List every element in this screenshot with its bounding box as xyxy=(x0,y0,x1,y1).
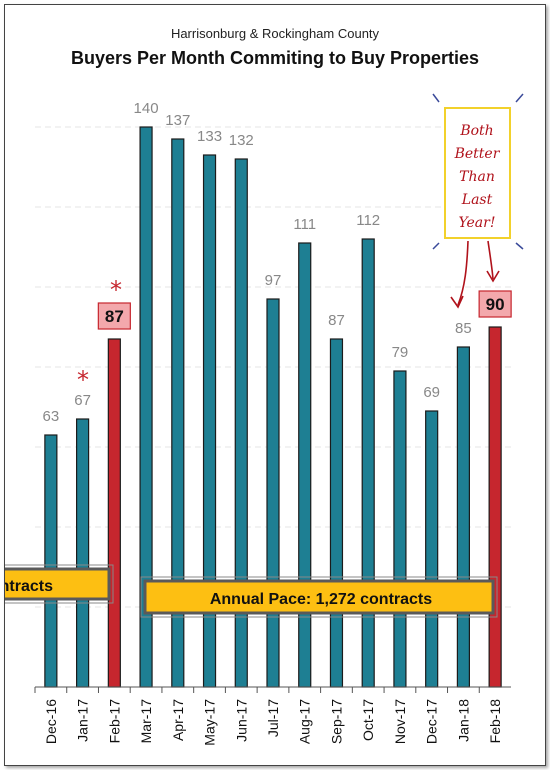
value-label-box xyxy=(97,302,131,330)
value-label: 85 xyxy=(455,320,472,337)
value-label: 112 xyxy=(356,212,380,229)
annual-pace-box-left: ntracts xyxy=(5,564,114,604)
note-line-5: Year! xyxy=(459,215,496,231)
x-tick-label: Jul-17 xyxy=(265,699,281,737)
note-arrow-1 xyxy=(457,240,469,306)
asterisk-annotation-2: * xyxy=(110,276,122,304)
bar-jan-17 xyxy=(75,418,90,688)
value-label-box xyxy=(478,290,512,318)
x-tick-label: May-17 xyxy=(202,699,218,746)
bars xyxy=(44,126,502,688)
asterisk-annotation-1: * xyxy=(77,366,89,394)
value-label: 79 xyxy=(392,344,409,361)
x-tick-label: Nov-17 xyxy=(392,699,408,744)
value-label: 97 xyxy=(265,272,282,289)
annual-pace-right-text: Annual Pace: 1,272 contracts xyxy=(210,591,432,608)
x-tick-label: Jun-17 xyxy=(233,699,249,742)
value-label: 87 xyxy=(328,312,345,329)
x-tick-label: Oct-17 xyxy=(360,699,376,741)
chart-frame: Harrisonburg & Rockingham County Buyers … xyxy=(4,4,546,766)
note-line-4: Last xyxy=(461,192,493,208)
note-line-1: Both xyxy=(459,123,493,139)
value-label: 111 xyxy=(293,216,316,233)
bar-aug-17 xyxy=(298,242,312,688)
value-labels: 63 67 87 140 137 133 132 97 111 87 112 79 69 85 90 xyxy=(43,100,512,425)
x-tick-label: Apr-17 xyxy=(170,699,186,741)
bar-feb-17 xyxy=(107,338,121,688)
note-line-3: Than xyxy=(459,169,495,185)
x-tick-label: Dec-16 xyxy=(43,699,59,744)
annual-pace-left-text: ntracts xyxy=(5,578,53,595)
annual-pace-box-right: Annual Pace: 1,272 contracts xyxy=(140,576,498,618)
value-label: 87 xyxy=(105,307,124,326)
x-tick-label: Feb-17 xyxy=(106,699,122,744)
note-arrow-2 xyxy=(487,240,494,280)
x-tick-label: Mar-17 xyxy=(138,699,154,744)
x-tick-label: Feb-18 xyxy=(487,699,503,744)
x-tick-label: Sep-17 xyxy=(328,699,344,744)
bar-feb-18 xyxy=(488,326,502,688)
value-label: 140 xyxy=(134,100,159,117)
bar-jan-18 xyxy=(456,346,470,688)
x-tick-label: Jan-18 xyxy=(455,699,471,742)
bar-dec-17 xyxy=(425,410,439,688)
value-label: 137 xyxy=(165,112,190,129)
value-label: 132 xyxy=(229,132,254,149)
x-tick-label: Dec-17 xyxy=(424,699,440,744)
value-label: 63 xyxy=(43,408,60,425)
chart-subtitle: Harrisonburg & Rockingham County xyxy=(171,26,380,41)
value-label: 67 xyxy=(74,392,91,409)
value-label: 90 xyxy=(486,295,505,314)
value-label: 69 xyxy=(423,384,440,401)
bar-chart: Harrisonburg & Rockingham County Buyers … xyxy=(5,26,524,746)
bar-oct-17 xyxy=(361,238,375,688)
x-tick-label: Jan-17 xyxy=(75,699,91,742)
x-tick-label: Aug-17 xyxy=(297,699,313,744)
value-label: 133 xyxy=(197,128,222,145)
bar-sep-17 xyxy=(329,338,344,688)
chart-title: Buyers Per Month Commiting to Buy Proper… xyxy=(71,48,479,68)
bar-nov-17 xyxy=(393,370,407,688)
x-ticks: Dec-16 Jan-17 Feb-17 Mar-17 Apr-17 May-17 Jun-… xyxy=(34,687,503,746)
note-line-2: Better xyxy=(454,146,501,162)
bar-jul-17 xyxy=(266,298,280,688)
bar-dec-16 xyxy=(44,434,58,688)
note-callout: Both Better Than Last Year! xyxy=(432,93,524,309)
